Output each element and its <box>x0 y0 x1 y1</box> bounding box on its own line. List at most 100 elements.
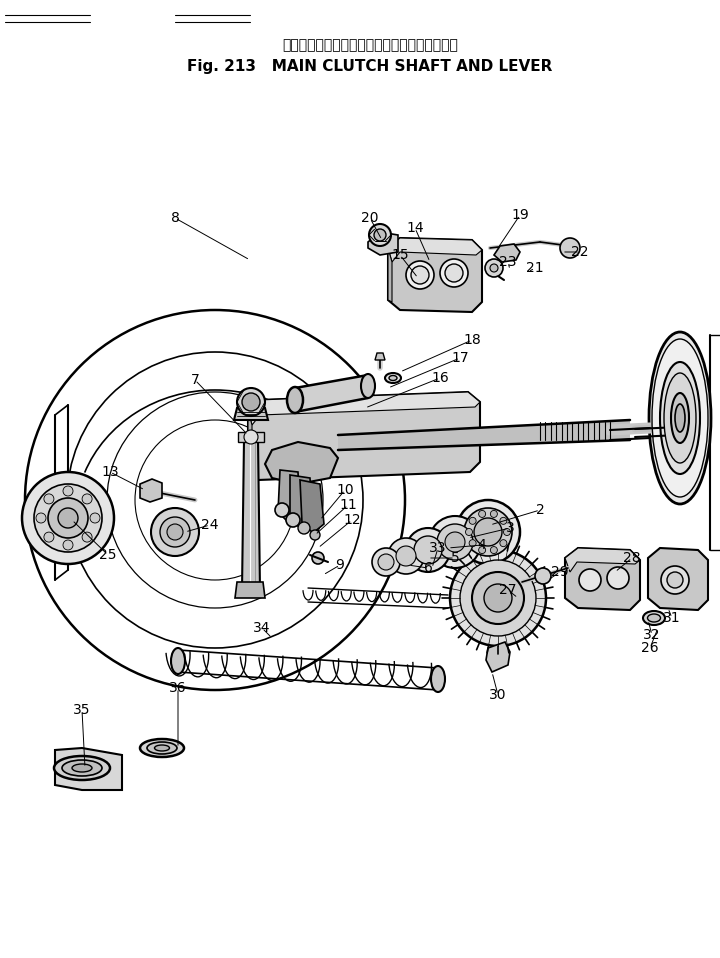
Text: 26: 26 <box>642 641 659 655</box>
Ellipse shape <box>361 374 375 398</box>
Polygon shape <box>565 548 640 610</box>
Text: 36: 36 <box>169 681 186 695</box>
Text: Fig. 213   MAIN CLUTCH SHAFT AND LEVER: Fig. 213 MAIN CLUTCH SHAFT AND LEVER <box>187 58 553 74</box>
Circle shape <box>437 524 473 560</box>
Text: 11: 11 <box>339 498 357 512</box>
Polygon shape <box>265 442 338 484</box>
Text: 30: 30 <box>490 688 507 702</box>
Circle shape <box>406 528 450 572</box>
Text: 10: 10 <box>336 483 354 497</box>
Circle shape <box>469 539 476 547</box>
Polygon shape <box>248 392 480 480</box>
Circle shape <box>667 572 683 588</box>
Circle shape <box>535 568 551 584</box>
Text: 13: 13 <box>102 465 119 479</box>
Circle shape <box>456 500 520 564</box>
Circle shape <box>36 513 46 523</box>
Circle shape <box>167 524 183 540</box>
Polygon shape <box>234 408 268 420</box>
Ellipse shape <box>140 739 184 757</box>
Circle shape <box>445 532 465 552</box>
Ellipse shape <box>652 339 708 497</box>
Circle shape <box>237 388 265 416</box>
Circle shape <box>82 532 92 542</box>
Polygon shape <box>388 238 482 262</box>
Text: 17: 17 <box>451 351 469 365</box>
Polygon shape <box>248 410 252 470</box>
Ellipse shape <box>385 373 401 383</box>
Text: 16: 16 <box>431 371 449 385</box>
Ellipse shape <box>62 760 102 776</box>
Circle shape <box>160 517 190 547</box>
Text: 7: 7 <box>191 373 199 387</box>
Text: 9: 9 <box>336 558 344 572</box>
Text: 15: 15 <box>391 248 409 262</box>
Circle shape <box>464 508 512 556</box>
Circle shape <box>490 511 498 517</box>
Circle shape <box>472 572 524 624</box>
Ellipse shape <box>431 666 445 692</box>
Ellipse shape <box>675 404 685 432</box>
Circle shape <box>63 540 73 550</box>
Circle shape <box>484 584 512 612</box>
Polygon shape <box>338 420 630 450</box>
Circle shape <box>474 518 502 546</box>
Polygon shape <box>648 548 708 610</box>
Text: 27: 27 <box>499 583 517 597</box>
Text: 33: 33 <box>429 541 446 555</box>
Circle shape <box>34 484 102 552</box>
Circle shape <box>466 529 472 536</box>
Polygon shape <box>140 479 162 502</box>
Circle shape <box>310 530 320 540</box>
Ellipse shape <box>649 332 711 504</box>
Text: 4: 4 <box>477 538 487 552</box>
Circle shape <box>286 513 300 527</box>
Text: 6: 6 <box>423 561 433 575</box>
Circle shape <box>500 517 507 524</box>
Circle shape <box>607 567 629 589</box>
Text: 14: 14 <box>406 221 424 235</box>
Circle shape <box>372 548 400 576</box>
Circle shape <box>490 547 498 554</box>
Circle shape <box>82 494 92 504</box>
Circle shape <box>429 516 481 568</box>
Circle shape <box>48 498 88 538</box>
Text: 34: 34 <box>253 621 271 635</box>
Ellipse shape <box>664 373 696 463</box>
Ellipse shape <box>643 611 665 625</box>
Text: 22: 22 <box>571 245 589 259</box>
Circle shape <box>22 472 114 564</box>
Ellipse shape <box>171 648 185 674</box>
Circle shape <box>445 264 463 282</box>
Circle shape <box>63 486 73 496</box>
Circle shape <box>661 566 689 594</box>
Circle shape <box>579 569 601 591</box>
Circle shape <box>503 529 510 536</box>
Polygon shape <box>300 480 324 533</box>
Polygon shape <box>565 548 640 572</box>
Circle shape <box>406 261 434 289</box>
Circle shape <box>44 532 54 542</box>
Circle shape <box>479 511 485 517</box>
Polygon shape <box>375 353 385 360</box>
Polygon shape <box>494 244 520 262</box>
Ellipse shape <box>647 614 660 622</box>
Circle shape <box>151 508 199 556</box>
Text: 25: 25 <box>99 548 117 562</box>
Circle shape <box>298 522 310 534</box>
Circle shape <box>275 503 289 517</box>
Polygon shape <box>388 248 392 302</box>
Text: 18: 18 <box>463 333 481 347</box>
Circle shape <box>374 229 386 241</box>
Polygon shape <box>242 440 260 590</box>
Polygon shape <box>290 475 312 528</box>
Polygon shape <box>248 392 480 425</box>
Ellipse shape <box>54 756 110 780</box>
Circle shape <box>388 538 424 574</box>
Ellipse shape <box>671 393 689 443</box>
Circle shape <box>485 259 503 277</box>
Polygon shape <box>388 238 482 312</box>
Text: 23: 23 <box>499 255 517 269</box>
Text: 8: 8 <box>171 211 179 225</box>
Polygon shape <box>486 642 510 672</box>
